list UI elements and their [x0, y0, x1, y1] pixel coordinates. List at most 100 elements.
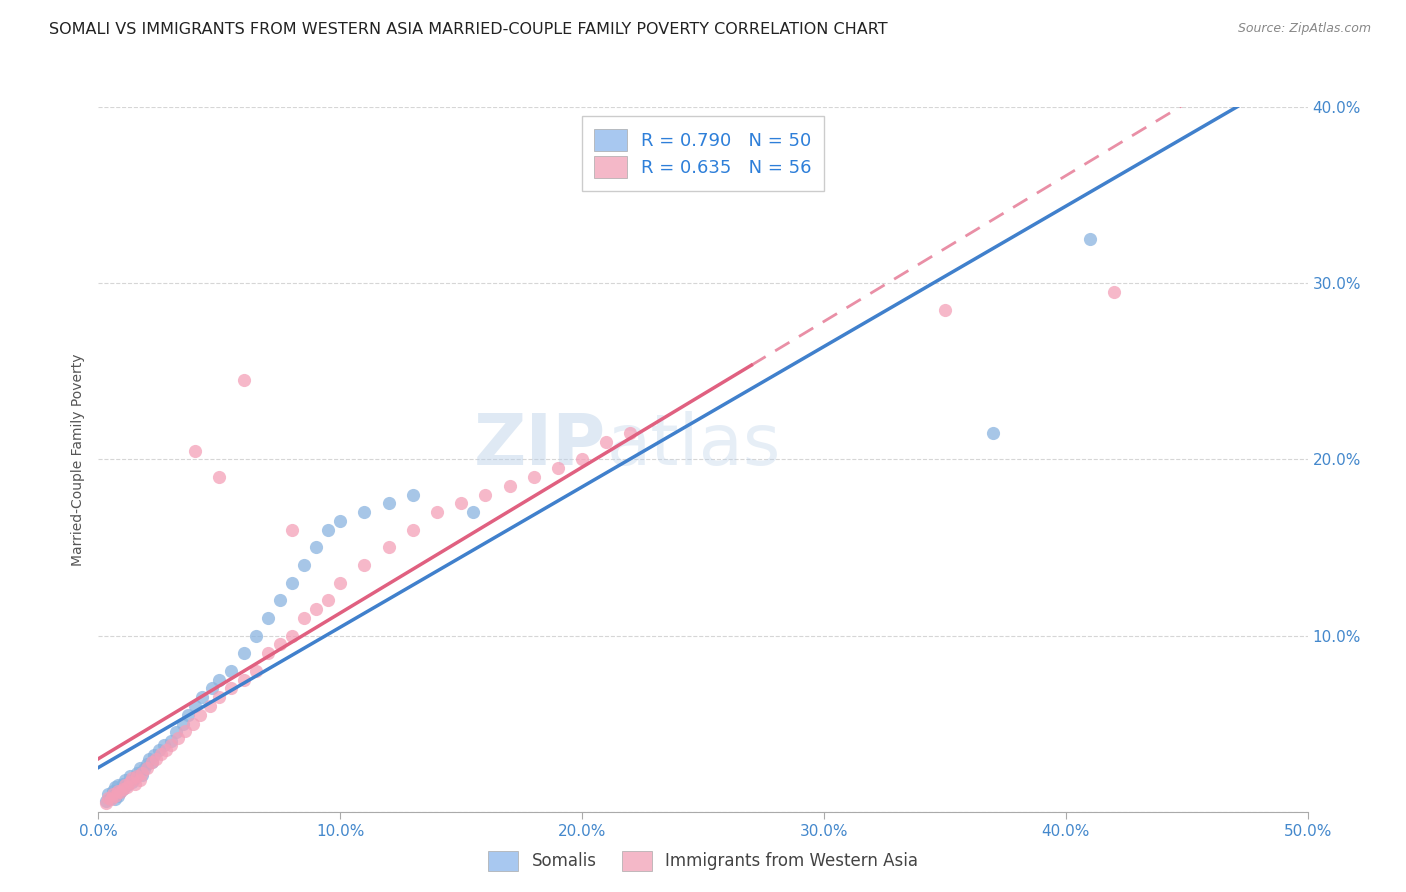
Point	[201, 681, 224, 696]
Point	[232, 673, 254, 687]
Point	[619, 425, 641, 440]
Point	[191, 690, 214, 705]
Point	[463, 505, 485, 519]
Point	[281, 575, 304, 590]
Point	[281, 523, 304, 537]
Point	[316, 593, 339, 607]
Point	[232, 373, 254, 387]
Point	[402, 487, 425, 501]
Point	[145, 752, 167, 766]
Legend: R = 0.790   N = 50, R = 0.635   N = 56: R = 0.790 N = 50, R = 0.635 N = 56	[582, 116, 824, 191]
Y-axis label: Married-Couple Family Poverty: Married-Couple Family Poverty	[70, 353, 84, 566]
Point	[104, 789, 127, 803]
Point	[305, 602, 328, 616]
Point	[292, 558, 315, 573]
Point	[377, 496, 399, 510]
Point	[114, 772, 136, 787]
Point	[256, 611, 278, 625]
Point	[281, 628, 304, 642]
Point	[198, 699, 221, 714]
Point	[316, 523, 339, 537]
Point	[104, 780, 127, 794]
Point	[128, 761, 150, 775]
Point	[181, 716, 204, 731]
Point	[107, 778, 129, 792]
Legend: Somalis, Immigrants from Western Asia: Somalis, Immigrants from Western Asia	[479, 842, 927, 880]
Point	[292, 611, 315, 625]
Point	[150, 747, 173, 761]
Point	[571, 452, 593, 467]
Point	[329, 575, 352, 590]
Point	[402, 523, 425, 537]
Point	[107, 789, 129, 803]
Point	[595, 434, 617, 449]
Point	[135, 757, 157, 772]
Point	[128, 772, 150, 787]
Point	[121, 771, 143, 785]
Point	[1102, 285, 1125, 299]
Point	[117, 778, 139, 792]
Point	[245, 628, 267, 642]
Point	[97, 787, 120, 801]
Point	[97, 790, 120, 805]
Point	[121, 774, 143, 789]
Point	[208, 690, 231, 705]
Point	[245, 664, 267, 678]
Point	[269, 637, 291, 651]
Point	[111, 781, 134, 796]
Point	[329, 514, 352, 528]
Point	[221, 664, 243, 678]
Point	[141, 756, 163, 770]
Point	[208, 673, 231, 687]
Point	[94, 794, 117, 808]
Point	[305, 541, 328, 555]
Point	[131, 766, 153, 780]
Point	[104, 792, 127, 806]
Point	[100, 792, 122, 806]
Point	[101, 783, 124, 797]
Point	[127, 766, 149, 780]
Point	[131, 768, 153, 782]
Point	[117, 780, 139, 794]
Point	[118, 774, 141, 789]
Point	[124, 776, 146, 790]
Point	[167, 731, 190, 745]
Point	[124, 771, 146, 785]
Point	[143, 748, 166, 763]
Point	[1078, 232, 1101, 246]
Point	[141, 756, 163, 770]
Point	[100, 790, 122, 805]
Point	[111, 776, 134, 790]
Point	[498, 479, 520, 493]
Point	[160, 734, 183, 748]
Point	[377, 541, 399, 555]
Point	[934, 302, 956, 317]
Point	[221, 681, 243, 696]
Point	[450, 496, 472, 510]
Point	[152, 738, 174, 752]
Point	[981, 425, 1004, 440]
Point	[101, 787, 124, 801]
Point	[426, 505, 449, 519]
Text: SOMALI VS IMMIGRANTS FROM WESTERN ASIA MARRIED-COUPLE FAMILY POVERTY CORRELATION: SOMALI VS IMMIGRANTS FROM WESTERN ASIA M…	[49, 22, 887, 37]
Text: ZIP: ZIP	[474, 411, 606, 480]
Point	[138, 752, 160, 766]
Point	[108, 785, 131, 799]
Point	[232, 646, 254, 660]
Point	[118, 769, 141, 784]
Point	[155, 743, 177, 757]
Point	[127, 769, 149, 784]
Point	[269, 593, 291, 607]
Point	[474, 487, 496, 501]
Point	[523, 470, 546, 484]
Point	[172, 716, 194, 731]
Point	[208, 470, 231, 484]
Point	[353, 505, 375, 519]
Point	[165, 725, 187, 739]
Point	[256, 646, 278, 660]
Point	[547, 461, 569, 475]
Point	[160, 738, 183, 752]
Point	[353, 558, 375, 573]
Point	[188, 707, 211, 722]
Point	[108, 785, 131, 799]
